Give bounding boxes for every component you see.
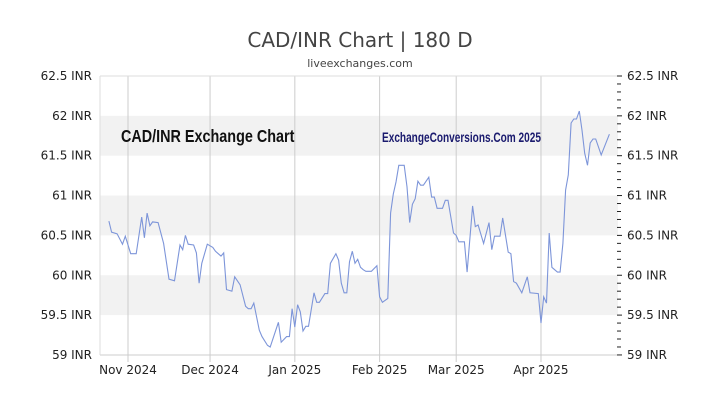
x-tick-label: Dec 2024 [181,363,239,377]
y-tick-label-left: 62.5 INR [41,69,92,83]
watermark-right-text: ExchangeConversions.Com 2025 [382,129,541,145]
y-tick-label-right: 59.5 INR [627,308,678,322]
background-bands [100,115,618,316]
vertical-gridlines [127,76,542,362]
y-tick-label-right: 61.5 INR [627,149,678,163]
watermark-left: CAD/INR Exchange Chart [121,127,295,147]
right-axis-ticks [617,75,622,356]
y-tick-label-right: 62 INR [627,109,667,123]
y-axis-labels: 62.5 INR 62.5 INR 62 INR 62 INR 61.5 INR 61.5… [41,69,679,362]
x-tick-label: Feb 2025 [352,363,408,377]
y-tick-label-left: 60 INR [52,268,92,282]
band [100,275,618,316]
y-tick-label-right: 60 INR [627,268,667,282]
y-tick-label-right: 59 INR [627,348,667,362]
x-tick-label: Nov 2024 [99,363,157,377]
series-line-cad-inr [108,110,610,348]
y-tick-label-right: 62.5 INR [627,69,678,83]
y-tick-label-left: 62 INR [52,109,92,123]
x-tick-label: Mar 2025 [428,363,485,377]
x-tick-label: Apr 2025 [513,363,568,377]
chart-subtitle: liveexchanges.com [307,57,412,70]
y-tick-label-left: 59 INR [52,348,92,362]
y-tick-label-left: 61.5 INR [41,149,92,163]
band [100,115,618,156]
y-tick-label-left: 59.5 INR [41,308,92,322]
watermark-right: ExchangeConversions.Com 2025 [382,129,541,145]
y-tick-label-left: 60.5 INR [41,228,92,242]
y-tick-label-right: 60.5 INR [627,228,678,242]
x-axis-labels: Nov 2024 Dec 2024 Jan 2025 Feb 2025 Mar 2025… [99,363,568,377]
y-tick-label-left: 61 INR [52,189,92,203]
watermark-left-text: CAD/INR Exchange Chart [121,127,295,147]
chart-title: CAD/INR Chart | 180 D [247,28,472,52]
y-tick-label-right: 61 INR [627,189,667,203]
x-tick-label: Jan 2025 [267,363,321,377]
band [100,195,618,236]
